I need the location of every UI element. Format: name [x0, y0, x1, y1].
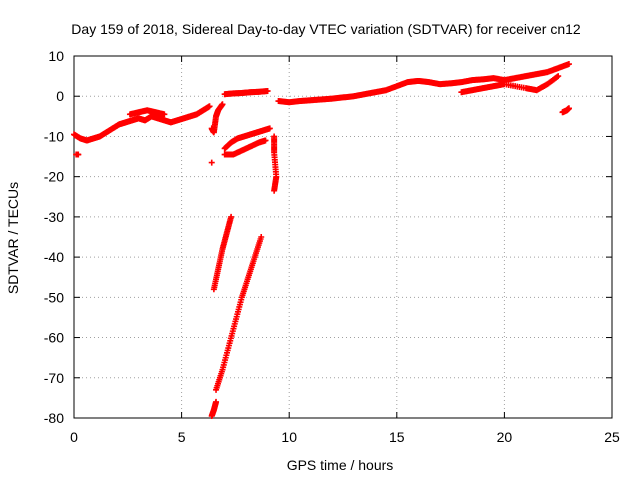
series-lower-branch-18-22h — [458, 73, 562, 96]
series-drops-9.2-9.5h — [271, 133, 280, 194]
series-scatter-6.5-7h — [208, 101, 226, 136]
y-tick-label: -30 — [44, 209, 64, 225]
x-tick-label: 15 — [389, 429, 405, 445]
series-segment-7-9h-lower-b — [221, 137, 269, 158]
series-upper-branch-2.5-4.5h — [126, 107, 168, 118]
data-point — [264, 87, 271, 94]
data-point — [554, 73, 561, 80]
y-tick-label: 10 — [48, 48, 64, 64]
data-point — [555, 73, 562, 80]
axis-ticks — [73, 55, 613, 419]
data-point — [271, 187, 278, 194]
data-point — [262, 137, 269, 144]
plot-frame — [73, 55, 613, 419]
series-isolated-23h — [559, 105, 572, 116]
data-point — [161, 111, 168, 118]
data-point — [213, 398, 220, 405]
data-points — [71, 61, 572, 419]
y-tick-label: -60 — [44, 330, 64, 346]
tick-labels: 0 5 10 15 20 25 -80 -70 -60 -50 -40 -30 -20 -10 0 10 — [44, 48, 620, 445]
x-tick-label: 20 — [497, 429, 513, 445]
series-bottom-cluster — [208, 398, 220, 419]
x-tick-label: 0 — [70, 429, 78, 445]
x-axis-label: GPS time / hours — [287, 457, 394, 473]
data-point — [75, 151, 82, 158]
x-tick-label: 25 — [604, 429, 620, 445]
data-point — [266, 125, 273, 132]
data-point — [228, 213, 235, 220]
y-tick-label: -70 — [44, 370, 64, 386]
data-point — [565, 105, 572, 112]
x-tick-label: 5 — [178, 429, 186, 445]
series-segment-7-9h-lower-a — [221, 125, 273, 152]
series-isolated-6.4h — [208, 159, 215, 166]
y-tick-label: -80 — [44, 410, 64, 426]
y-tick-label: -20 — [44, 169, 64, 185]
y-tick-label: 0 — [56, 88, 64, 104]
series-steep-descent-b — [213, 234, 265, 393]
y-tick-label: -10 — [44, 128, 64, 144]
data-point — [565, 61, 572, 68]
y-axis-label: SDTVAR / TECUs — [5, 182, 21, 294]
chart-title: Day 159 of 2018, Sidereal Day-to-day VTE… — [71, 21, 581, 37]
y-tick-label: -40 — [44, 249, 64, 265]
x-tick-label: 10 — [281, 429, 297, 445]
data-point — [219, 101, 226, 108]
y-tick-label: -50 — [44, 289, 64, 305]
grid-lines — [74, 56, 612, 418]
series-steep-descent-a — [210, 213, 235, 293]
data-point — [258, 234, 265, 240]
series-segment-7-9h-top — [221, 87, 271, 98]
data-point — [206, 103, 213, 110]
series-main-trace-9.5-23h — [275, 61, 572, 106]
data-point — [208, 159, 215, 166]
series-early-isolated — [73, 151, 82, 158]
series-main-trace-0-6h — [71, 103, 213, 144]
